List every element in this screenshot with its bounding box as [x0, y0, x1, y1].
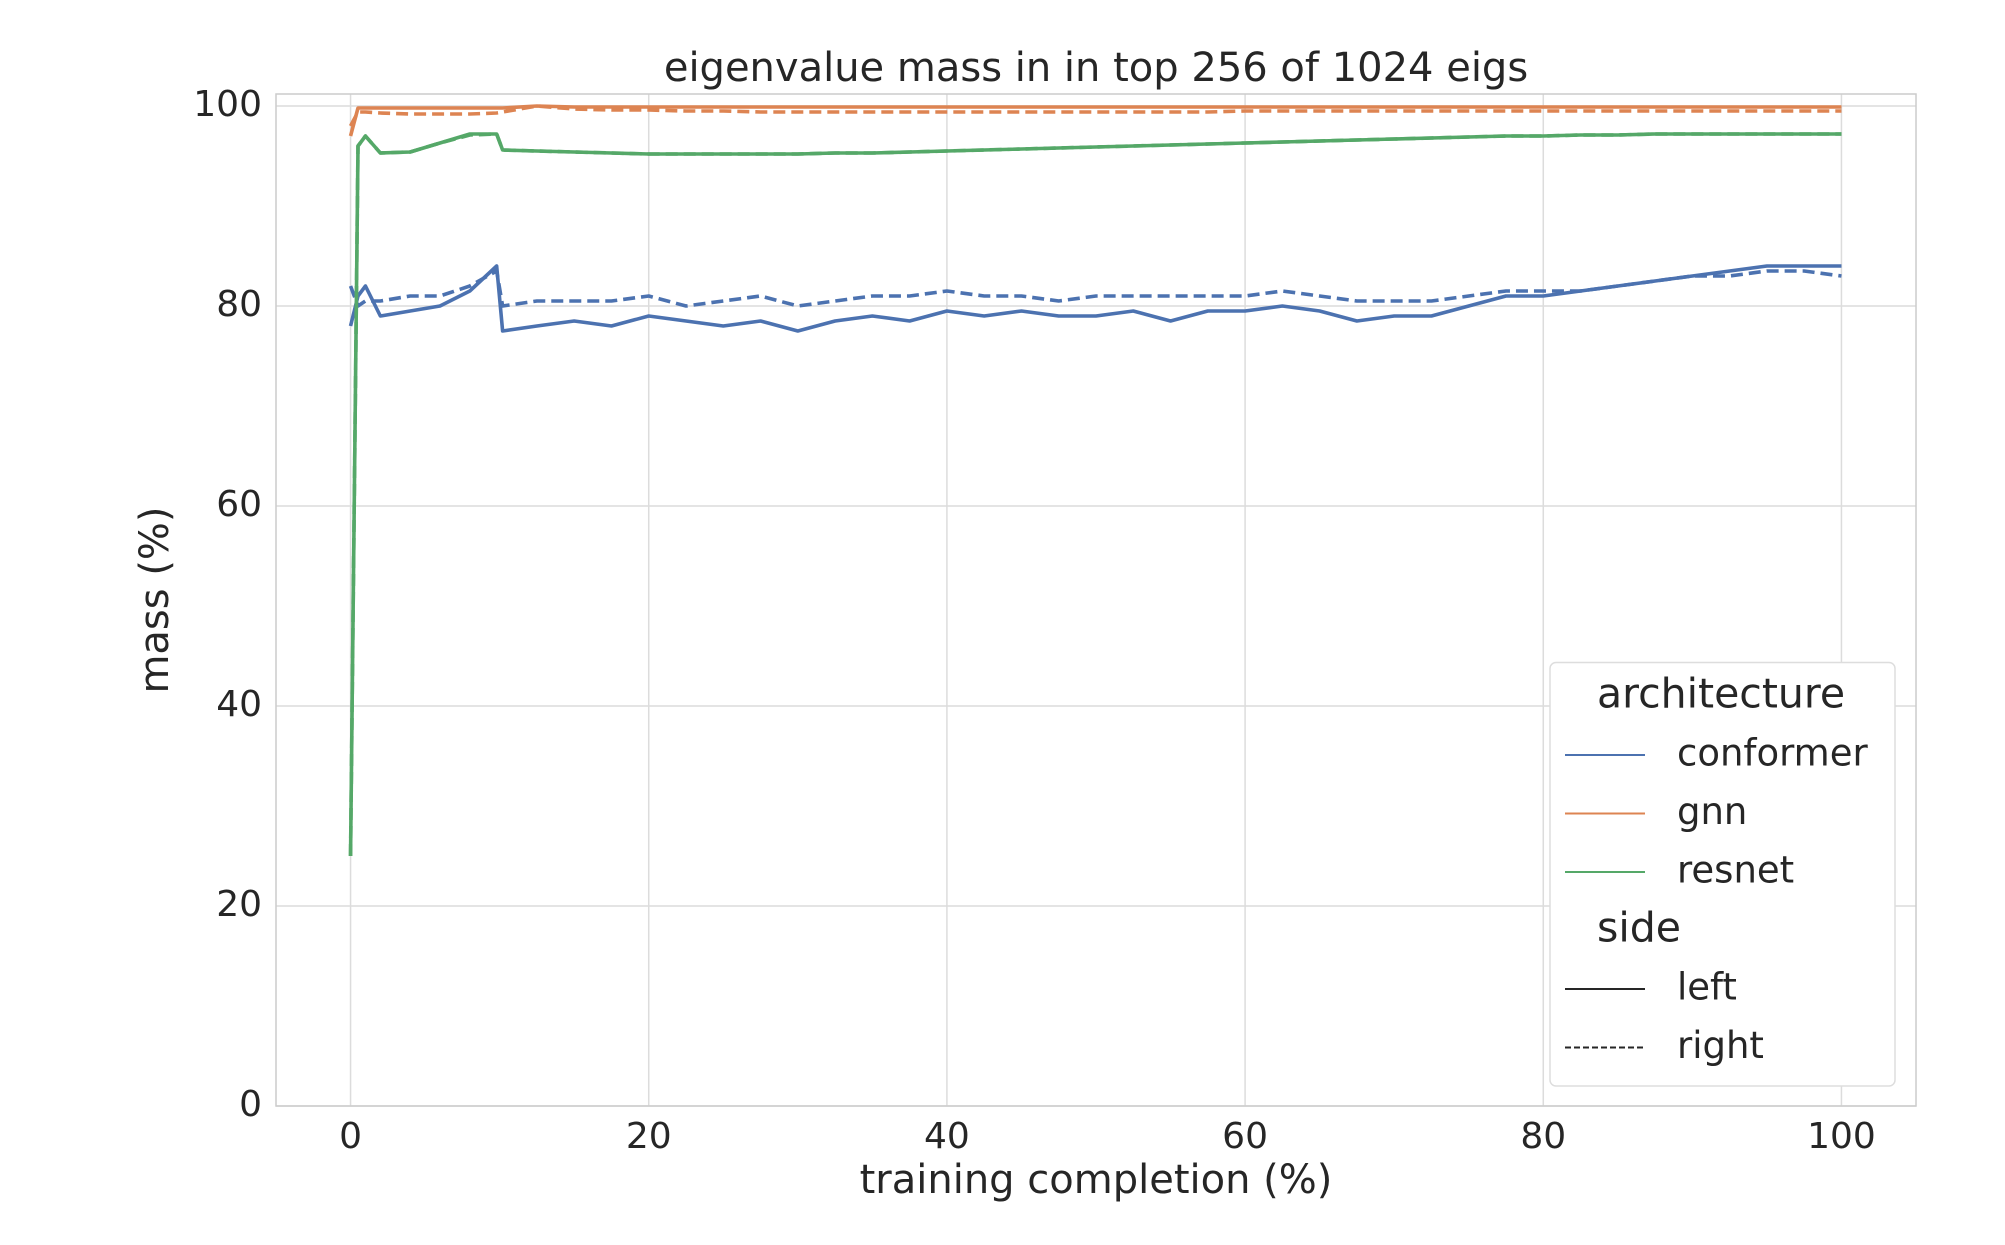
series-line	[348, 104, 1842, 137]
legend-title: side	[1597, 904, 1681, 952]
x-tick-label: 80	[1520, 1116, 1566, 1157]
legend-box	[1549, 661, 1896, 1087]
x-axis-label: training completion (%)	[860, 1157, 1333, 1203]
x-tick-label: 40	[924, 1116, 970, 1157]
series-line	[348, 132, 1842, 857]
x-tick-label: 60	[1222, 1116, 1268, 1157]
y-tick-label: 0	[239, 1084, 262, 1125]
legend-label: left	[1677, 966, 1737, 1009]
legend-label: resnet	[1677, 849, 1794, 892]
plot-frame	[275, 93, 1917, 1107]
y-tick-label: 60	[216, 484, 262, 525]
y-axis-label: mass (%)	[132, 506, 178, 693]
legend-label: gnn	[1677, 790, 1747, 833]
legend-title: architecture	[1597, 670, 1845, 718]
chart-title: eigenvalue mass in in top 256 of 1024 ei…	[664, 45, 1528, 91]
y-tick-label: 100	[193, 84, 262, 125]
legend-label: conformer	[1677, 732, 1868, 775]
series-line	[348, 104, 1842, 127]
x-tick-label: 0	[339, 1116, 362, 1157]
series-line	[348, 269, 1842, 308]
y-tick-label: 40	[216, 684, 262, 725]
x-tick-label: 20	[626, 1116, 672, 1157]
x-tick-label: 100	[1807, 1116, 1876, 1157]
legend-label: right	[1677, 1024, 1764, 1067]
y-tick-label: 20	[216, 884, 262, 925]
series-line	[348, 264, 1842, 333]
y-tick-label: 80	[216, 284, 262, 325]
